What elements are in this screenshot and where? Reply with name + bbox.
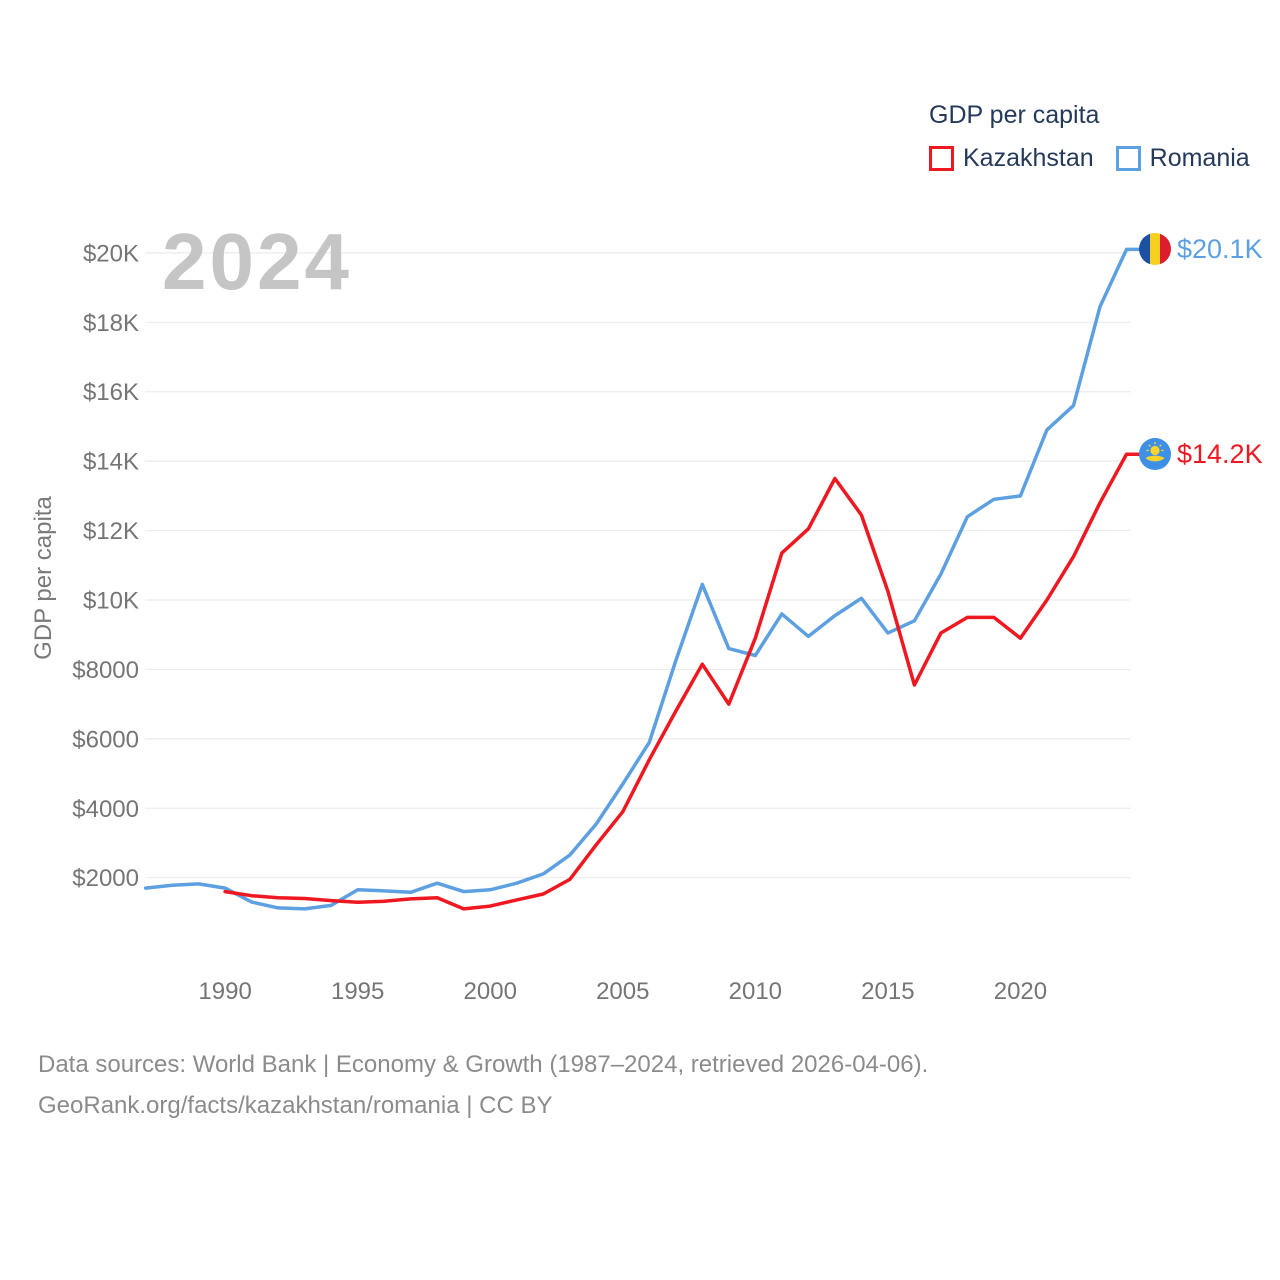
y-tick-label: $6000 [72,726,139,753]
legend-item-romania[interactable]: Romania [1115,144,1250,173]
legend-item-kazakhstan[interactable]: Kazakhstan [929,144,1094,173]
footer-data-sources: Data sources: World Bank | Economy & Gro… [38,1051,929,1078]
year-watermark: 2024 [162,217,352,306]
y-tick-label: $12K [83,518,139,545]
romania-swatch-icon[interactable] [1115,146,1141,171]
x-tick-label: 2020 [994,978,1047,1005]
y-tick-label: $10K [83,588,139,615]
kazakhstan-line [223,452,1144,911]
y-tick-label: $16K [83,379,139,406]
romania-end-value: $20.1K [1177,234,1263,265]
footer: Data sources: World Bank | Economy & Gro… [38,1044,928,1126]
chart-legend: GDP per capita Kazakhstan Romania [929,101,1250,173]
kazakhstan-flag-icon [1139,438,1171,471]
x-tick-label: 2000 [464,978,517,1005]
legend-row: Kazakhstan Romania [929,144,1250,173]
x-tick-label: 2010 [729,978,782,1005]
y-tick-label: $8000 [72,657,139,684]
x-tick-label: 1990 [198,978,251,1005]
romania-line [143,247,1144,911]
legend-label-romania: Romania [1149,144,1250,172]
kazakhstan-end-value: $14.2K [1177,439,1263,470]
romania-flag-icon [1139,233,1171,266]
legend-label-kazakhstan: Kazakhstan [963,144,1094,172]
footer-attribution-link[interactable]: GeoRank.org/facts/kazakhstan/romania | C… [38,1092,553,1119]
y-tick-label: $4000 [72,796,139,823]
legend-title: GDP per capita [929,101,1100,129]
x-tick-label: 1995 [331,978,384,1005]
x-tick-label: 2015 [861,978,914,1005]
x-tick-label: 2005 [596,978,649,1005]
y-axis-title: GDP per capita [30,496,57,660]
y-tick-label: $14K [83,449,139,476]
y-tick-label: $18K [83,310,139,337]
y-tick-label: $2000 [72,865,139,892]
kazakhstan-swatch-icon[interactable] [929,146,954,171]
y-tick-label: $20K [83,240,139,267]
